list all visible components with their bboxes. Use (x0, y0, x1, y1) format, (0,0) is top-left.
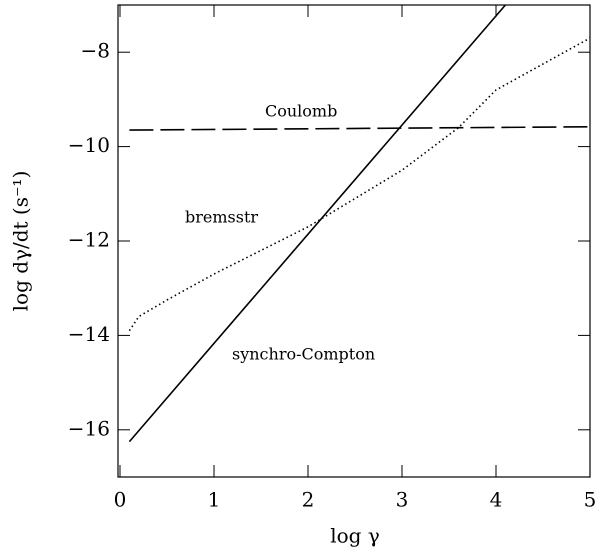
plot-frame (117, 4, 591, 478)
y-tick-label: −12 (68, 228, 110, 252)
x-axis-label: log γ (330, 524, 380, 548)
line (129, 125, 591, 131)
series-label: synchro-Compton (232, 345, 375, 364)
series-label: bremsstr (185, 208, 258, 227)
y-tick-label: −16 (68, 416, 110, 440)
x-tick-label: 3 (396, 488, 409, 512)
y-tick-label: −10 (68, 133, 110, 157)
y-tick-label: −8 (81, 39, 110, 63)
x-tick-label: 4 (490, 488, 503, 512)
x-tick-label: 1 (208, 488, 221, 512)
series-label: Coulomb (265, 102, 337, 121)
line (128, 37, 591, 332)
y-tick-label: −14 (68, 322, 110, 346)
line (128, 4, 507, 443)
y-axis-label: log dγ/dt (s⁻¹) (9, 171, 33, 312)
x-tick-label: 2 (302, 488, 315, 512)
x-tick-label: 5 (584, 488, 597, 512)
x-tick-label: 0 (114, 488, 127, 512)
